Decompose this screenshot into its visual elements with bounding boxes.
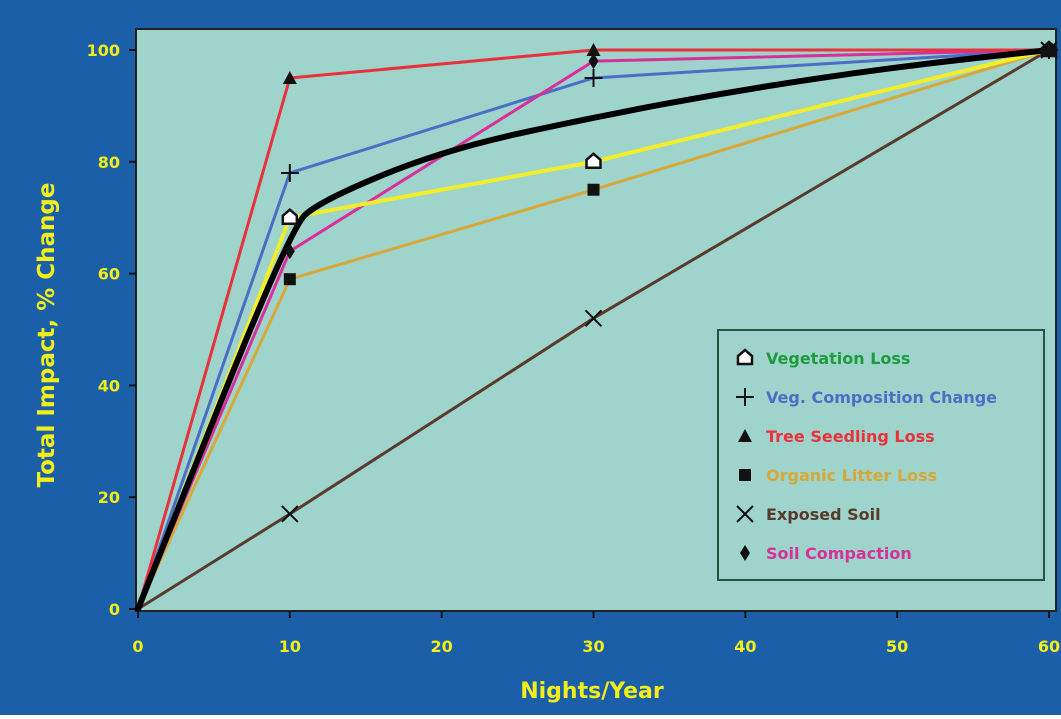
y-tick-label: 80 xyxy=(98,153,120,172)
series-line xyxy=(136,48,1049,610)
data-point xyxy=(281,505,299,523)
series-line xyxy=(136,48,1050,610)
data-point xyxy=(284,243,295,260)
legend-box xyxy=(717,329,1045,581)
legend-item: Vegetation Loss xyxy=(736,348,910,368)
legend: Vegetation Loss Veg. Composition Change Tr… xyxy=(717,329,1045,581)
x-tick-label: 60 xyxy=(1038,637,1060,656)
axis-ticks xyxy=(129,49,1050,618)
legend-marker xyxy=(736,388,754,406)
x-tick-label: 30 xyxy=(582,637,604,656)
legend-marker xyxy=(739,469,751,481)
legend-item: Tree Seedling Loss xyxy=(738,427,935,446)
legend-label: Soil Compaction xyxy=(766,544,912,563)
y-axis-label: Total Impact, % Change xyxy=(34,183,60,488)
data-point xyxy=(1044,42,1054,58)
legend-label: Vegetation Loss xyxy=(766,349,910,368)
y-tick-label: 60 xyxy=(98,265,120,284)
y-tick-label: 100 xyxy=(87,41,120,60)
legend-label: Exposed Soil xyxy=(766,505,881,524)
legend-marker xyxy=(740,545,750,561)
x-axis-label: Nights/Year xyxy=(520,679,664,704)
x-tick-label: 50 xyxy=(886,637,908,656)
legend-label: Organic Litter Loss xyxy=(766,466,937,485)
legend-item: Veg. Composition Change xyxy=(736,388,997,407)
x-tick-label: 0 xyxy=(132,637,143,656)
series-lines xyxy=(135,47,1052,612)
legend-marker xyxy=(738,429,752,442)
data-point xyxy=(584,68,603,87)
x-tick-label: 40 xyxy=(734,637,756,656)
data-point xyxy=(281,208,299,225)
y-tick-label: 20 xyxy=(98,488,120,507)
y-tick-label: 0 xyxy=(109,600,120,619)
legend-label: Veg. Composition Change xyxy=(766,388,997,407)
x-tick-label: 20 xyxy=(431,637,453,656)
x-tick-label: 10 xyxy=(279,637,301,656)
series-line xyxy=(137,48,1050,611)
legend-item: Exposed Soil xyxy=(736,505,881,524)
data-point xyxy=(588,53,599,70)
average-curve xyxy=(135,47,1052,612)
legend-item: Organic Litter Loss xyxy=(739,466,937,485)
legend-item: Soil Compaction xyxy=(740,544,912,563)
series-markers xyxy=(280,40,1058,523)
y-tick-label: 40 xyxy=(98,376,120,395)
data-point xyxy=(584,309,603,328)
data-point xyxy=(283,273,296,286)
data-point xyxy=(585,152,602,170)
legend-marker xyxy=(736,348,754,366)
tick-labels: 0 10 20 30 40 50 60 0 20 40 60 80 100 xyxy=(87,41,1061,656)
legend-marker xyxy=(736,505,754,523)
data-point xyxy=(280,163,299,182)
legend-label: Tree Seedling Loss xyxy=(766,427,935,446)
series-line xyxy=(136,48,1050,610)
data-point xyxy=(587,183,600,196)
data-point xyxy=(282,70,297,84)
data-point xyxy=(586,43,601,56)
